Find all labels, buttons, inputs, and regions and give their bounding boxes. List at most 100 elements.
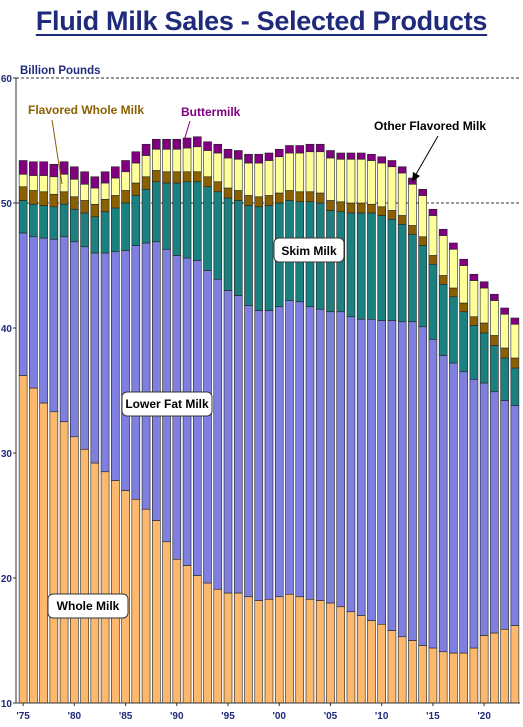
bar-whole-milk-2006: [336, 606, 346, 704]
bar-other-flavored-milk-2006: [336, 158, 346, 203]
bar-skim-milk-1993: [203, 186, 212, 271]
bar-other-flavored-milk-1992: [192, 146, 202, 173]
bar-lower-fat-milk-1977: [39, 237, 48, 404]
bar-flavored-whole-milk-2007: [346, 202, 356, 214]
bar-flavored-whole-milk-1998: [254, 196, 264, 208]
bar-lower-fat-milk-1980: [70, 241, 79, 438]
bar-skim-milk-1988: [152, 181, 161, 243]
bar-other-flavored-milk-1978: [49, 176, 59, 195]
bar-buttermilk-2012: [397, 166, 407, 174]
bar-whole-milk-1994: [213, 588, 223, 704]
bar-flavored-whole-milk-2023: [510, 357, 520, 369]
bar-whole-milk-2019: [469, 647, 479, 704]
bar-lower-fat-milk-1981: [80, 246, 89, 450]
y-tick-label-50: 50: [1, 199, 13, 210]
bar-whole-milk-1981: [80, 448, 89, 704]
bar-flavored-whole-milk-2006: [336, 201, 346, 213]
bar-lower-fat-milk-1995: [223, 290, 233, 594]
bar-flavored-whole-milk-1988: [152, 170, 161, 183]
bar-whole-milk-1982: [90, 462, 100, 704]
bar-lower-fat-milk-2023: [510, 405, 520, 626]
bar-buttermilk-1999: [264, 152, 274, 161]
bar-lower-fat-milk-2019: [469, 378, 479, 649]
bar-whole-milk-2015: [428, 647, 438, 704]
bar-lower-fat-milk-2009: [367, 318, 376, 621]
bar-buttermilk-2006: [336, 152, 346, 160]
bar-skim-milk-2016: [438, 283, 448, 356]
bar-buttermilk-1986: [131, 151, 141, 164]
x-tick-label-2010: '10: [375, 711, 389, 722]
bar-buttermilk-1997: [244, 153, 253, 164]
bar-buttermilk-1994: [213, 143, 223, 154]
bar-lower-fat-milk-1983: [100, 252, 110, 473]
bar-buttermilk-2004: [315, 143, 325, 153]
bar-other-flavored-milk-2017: [449, 248, 458, 289]
bar-whole-milk-1977: [39, 402, 48, 704]
bars-layer: [18, 136, 520, 704]
bar-other-flavored-milk-2002: [295, 152, 305, 193]
y-tick-label-60: 60: [1, 74, 13, 85]
bar-skim-milk-1997: [244, 205, 253, 306]
flavored-whole-milk-leader: [51, 119, 63, 185]
bar-flavored-whole-milk-2018: [459, 302, 468, 313]
bar-flavored-whole-milk-2005: [326, 200, 335, 211]
bar-flavored-whole-milk-2013: [408, 225, 417, 235]
bar-buttermilk-2003: [305, 143, 315, 153]
bar-flavored-whole-milk-2017: [449, 287, 458, 298]
bar-lower-fat-milk-2000: [274, 306, 284, 598]
bar-flavored-whole-milk-2009: [367, 203, 376, 214]
bar-whole-milk-1995: [223, 592, 233, 704]
bar-skim-milk-2023: [510, 367, 520, 406]
bar-other-flavored-milk-1986: [131, 162, 141, 184]
bar-skim-milk-1985: [121, 202, 130, 251]
bar-whole-milk-2003: [305, 598, 315, 704]
bar-buttermilk-2008: [356, 152, 366, 160]
lower-fat-milk-label: Lower Fat Milk: [125, 397, 209, 411]
annotations-layer: Skim Milk Lower Fat Milk Whole Milk Flav…: [28, 103, 486, 619]
bar-lower-fat-milk-1985: [121, 250, 130, 491]
bar-whole-milk-2002: [295, 596, 305, 704]
x-tick-label-2020: '20: [477, 711, 491, 722]
bar-whole-milk-2018: [459, 652, 468, 704]
bar-other-flavored-milk-1993: [203, 150, 212, 178]
bar-lower-fat-milk-2001: [285, 300, 294, 595]
bar-other-flavored-milk-1996: [233, 158, 243, 191]
bar-other-flavored-milk-2014: [418, 195, 427, 238]
bar-other-flavored-milk-1980: [70, 178, 79, 198]
bar-whole-milk-1978: [49, 411, 59, 704]
bar-lower-fat-milk-1999: [264, 310, 274, 600]
bar-whole-milk-2020: [479, 635, 489, 704]
bar-skim-milk-2017: [449, 296, 458, 364]
bar-other-flavored-milk-2001: [285, 152, 294, 191]
bar-lower-fat-milk-2022: [500, 400, 509, 630]
bar-whole-milk-2010: [377, 623, 386, 704]
y-axis-label: Billion Pounds: [20, 65, 101, 77]
bar-skim-milk-2018: [459, 311, 468, 373]
bar-buttermilk-1987: [141, 143, 151, 156]
x-tick-label-2005: '05: [324, 711, 338, 722]
bar-whole-milk-2001: [285, 593, 294, 704]
bar-whole-milk-1975: [18, 375, 28, 704]
bar-other-flavored-milk-2010: [377, 162, 386, 208]
bar-skim-milk-2012: [397, 223, 407, 323]
bar-flavored-whole-milk-2008: [356, 202, 366, 214]
bar-other-flavored-milk-2013: [408, 183, 417, 226]
bar-skim-milk-1991: [182, 181, 192, 259]
bar-lower-fat-milk-2015: [428, 338, 438, 649]
bar-lower-fat-milk-2010: [377, 320, 386, 625]
bar-other-flavored-milk-1984: [111, 177, 120, 196]
bar-flavored-whole-milk-2004: [315, 192, 325, 204]
bar-lower-fat-milk-1997: [244, 305, 253, 598]
bar-skim-milk-2011: [387, 218, 397, 321]
bar-whole-milk-1997: [244, 596, 253, 704]
bar-other-flavored-milk-2015: [428, 215, 438, 256]
bar-flavored-whole-milk-2012: [397, 215, 407, 225]
bar-buttermilk-1977: [39, 161, 48, 176]
bar-flavored-whole-milk-1991: [182, 171, 192, 183]
axes-layer: [15, 78, 520, 704]
bar-flavored-whole-milk-1996: [233, 190, 243, 201]
bar-lower-fat-milk-2003: [305, 306, 315, 600]
x-tick-label-1975: '75: [16, 711, 30, 722]
bar-other-flavored-milk-1991: [182, 147, 192, 173]
other-flavored-milk-arrow: [414, 135, 439, 177]
